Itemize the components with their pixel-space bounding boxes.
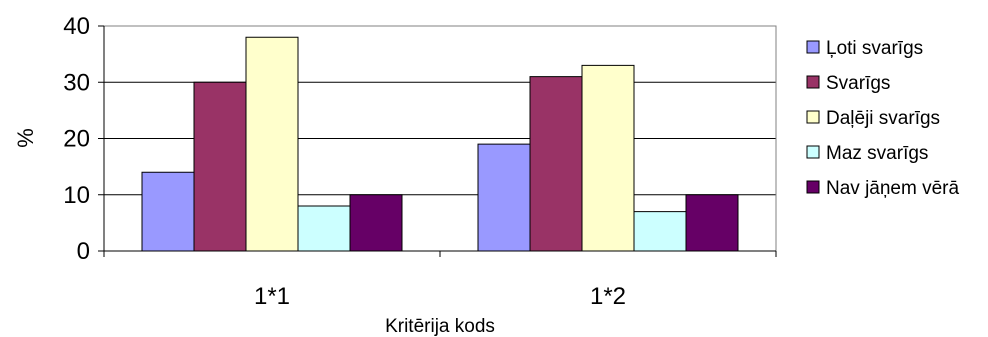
x-axis-label: Kritērija kods [385,316,495,337]
y-tick-label: 40 [63,13,90,40]
x-tick-labels: 1*1 1*2 [254,283,626,310]
bar-3-1*2 [581,64,635,252]
axes [98,25,777,257]
y-tick-labels: 0 10 20 30 40 [63,13,90,265]
bar-3-1*1 [245,36,299,252]
y-tick-label: 10 [63,182,90,209]
y-tick-label: 20 [63,126,90,153]
legend-swatch [806,110,820,124]
legend-label: Nav jāņem vērā [826,178,959,199]
legend-label: Ļoti svarīgs [826,38,923,59]
legend-label: Daļēji svarīgs [826,108,940,129]
legend-swatch [806,75,820,89]
x-tick-label: 1*1 [254,283,290,310]
bar-4-1*1 [297,205,351,252]
bar-5-1*1 [349,194,403,252]
bar-2-1*1 [193,81,247,252]
legend-swatch [806,40,820,54]
x-tick-label: 1*2 [590,283,626,310]
bars [141,36,739,252]
legend-swatch [806,180,820,194]
legend: Ļoti svarīgs Svarīgs Daļēji svarīgs Maz sva… [806,38,959,199]
bar-2-1*2 [529,76,583,252]
y-tick-label: 0 [77,238,90,265]
bar-1-1*1 [141,171,195,252]
bar-5-1*2 [685,194,739,252]
legend-swatch [806,145,820,159]
bar-1-1*2 [477,143,531,252]
y-axis-label: % [13,128,38,148]
legend-label: Svarīgs [826,73,890,94]
bar-4-1*2 [633,211,687,252]
legend-label: Maz svarīgs [826,143,928,164]
y-tick-label: 30 [63,69,90,96]
